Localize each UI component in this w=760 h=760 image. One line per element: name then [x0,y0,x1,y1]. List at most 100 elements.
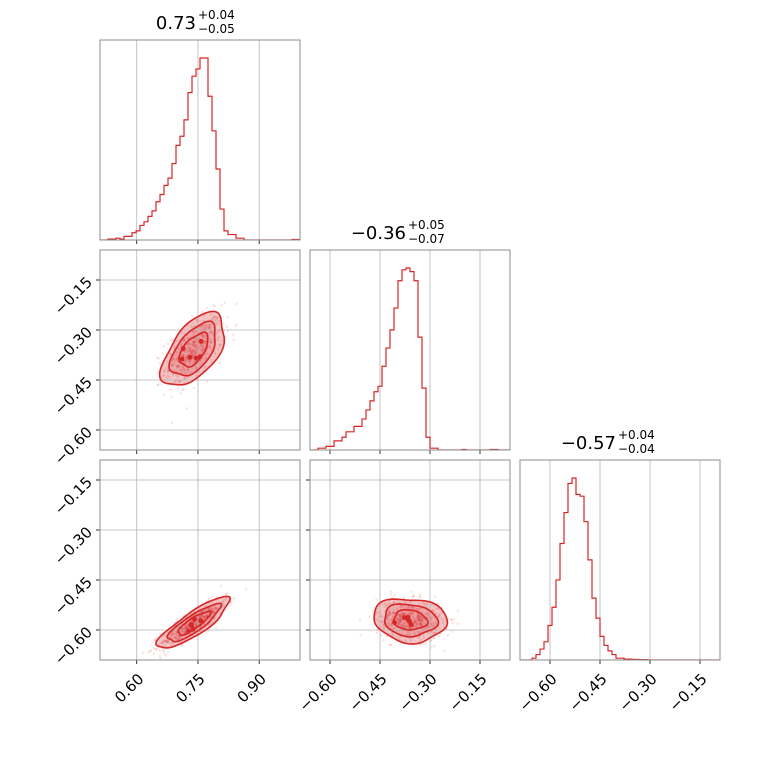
scatter-point-1-0-195 [194,344,198,347]
scatter-point-1-0-173 [176,364,179,368]
grid-1-1 [329,250,481,454]
scatter-point-1-0-112 [199,334,202,337]
scatter-point-1-0-21 [204,337,208,340]
scatter-point-1-0-316 [199,358,203,362]
scatter-point-1-0-295 [192,341,196,344]
scatter-point-1-0-332 [176,386,180,389]
scatter-point-1-0-45 [190,326,194,329]
fill-1-0 [134,301,239,424]
scatter-point-1-0-322 [191,344,195,347]
scatter-point-1-0-108 [182,353,185,356]
scatter-point-2-0-238 [152,652,156,655]
scatter-point-1-0-70 [173,370,177,373]
scatter-point-1-0-420 [180,388,184,392]
scatter-point-1-0-341 [179,343,183,346]
scatter-point-1-0-223 [198,319,202,323]
scatter-point-1-0-196 [171,358,174,361]
scatter-point-1-0-18 [191,349,194,352]
scatter-point-1-0-106 [190,351,193,354]
scatter-point-1-0-81 [210,349,213,352]
scatter-point-2-0-131 [229,603,232,607]
scatter-point-1-0-122 [171,364,175,367]
scatter-point-1-0-250 [179,344,182,347]
title-plus-1: +0.05 [408,218,445,232]
scatter-point-2-0-587 [244,587,248,591]
scatter-point-1-0-299 [203,342,206,345]
scatter-point-1-0-552 [222,322,225,325]
scatter-point-1-0-287 [209,331,212,334]
scatter-point-2-1-415 [451,630,454,633]
scatter-point-1-0-443 [218,361,221,364]
scatter-point-1-0-71 [204,357,207,360]
scatter-point-1-0-60 [195,346,199,349]
scatter-point-2-1-340 [393,594,396,597]
scatter-point-1-0-84 [186,368,189,372]
scatter-point-1-0-142 [203,365,207,369]
scatter-point-1-0-220 [192,353,195,356]
scatter-point-1-0-281 [183,376,186,379]
scatter-point-1-0-2 [195,348,199,351]
scatter-point-1-0-208 [202,336,206,339]
scatter-point-2-1-174 [424,642,427,645]
scatter-point-1-0-52 [186,345,190,349]
scatter-point-1-0-274 [192,341,196,345]
y-tick-label-2-2: −0.30 [51,523,96,568]
scatter-point-1-0-167 [193,351,196,354]
title-value-0: 0.73 [156,13,196,34]
scatter-point-1-0-439 [213,305,216,308]
scatter-point-1-0-118 [201,333,204,336]
core-point-2-0-5 [188,622,194,627]
scatter-point-1-0-139 [185,348,188,351]
scatter-point-1-0-221 [205,307,208,310]
scatter-point-2-1-613 [389,590,393,593]
x-tick-label-1-3: −0.15 [446,670,491,715]
title-0: 0.73 +0.04−0.05 [156,8,235,36]
scatter-point-2-1-419 [433,644,436,648]
y-tick-label-1-2: −0.30 [51,323,96,368]
scatter-point-1-0-217 [217,338,220,342]
scatter-point-1-0-96 [195,351,198,355]
scatter-point-1-0-306 [206,323,210,326]
scatter-point-2-1-157 [443,649,446,652]
scatter-point-1-0-110 [202,349,205,352]
scatter-point-1-0-283 [195,350,198,353]
scatter-point-1-0-148 [184,361,187,365]
scatter-point-1-0-532 [166,342,170,346]
scatter-point-2-0-11 [232,597,236,600]
scatter-point-1-0-225 [176,366,179,369]
scatter-point-1-0-294 [176,366,179,369]
scatter-point-1-0-140 [187,368,190,372]
data-0-0 [100,57,300,240]
scatter-point-1-0-101 [187,342,190,345]
scatter-point-2-1-621 [456,610,460,613]
scatter-point-1-0-133 [186,350,189,354]
scatter-point-1-0-41 [214,314,217,318]
scatter-point-1-0-407 [232,338,235,342]
scatter-point-1-0-194 [191,339,194,343]
scatter-point-1-0-48 [174,361,177,364]
scatter-point-1-0-4 [211,318,214,322]
scatter-point-1-0-190 [171,363,174,367]
scatter-point-1-0-382 [205,380,209,383]
scatter-point-2-0-97 [158,654,161,658]
scatter-point-1-0-164 [185,371,189,375]
scatter-point-1-0-340 [189,360,192,363]
scatter-point-1-0-257 [187,371,191,374]
scatter-point-2-0-324 [147,651,150,654]
scatter-point-1-0-268 [191,353,195,357]
scatter-point-2-0-115 [175,617,179,621]
scatter-point-1-0-13 [193,343,197,346]
scatter-point-1-0-273 [188,348,191,352]
scatter-point-1-0-280 [167,370,170,373]
x-tick-label-2-2: −0.30 [616,670,661,715]
x-tick-label-0-2: 0.90 [234,670,270,706]
scatter-point-1-0-259 [218,345,221,348]
scatter-point-1-0-297 [192,325,195,328]
scatter-point-1-0-36 [171,374,175,377]
scatter-point-2-1-584 [389,643,392,647]
grid-1-0 [96,250,300,454]
grid-2-0 [96,460,300,664]
scatter-point-1-0-317 [184,356,188,359]
scatter-point-1-0-63 [181,368,185,371]
scatter-point-1-0-198 [183,360,186,364]
